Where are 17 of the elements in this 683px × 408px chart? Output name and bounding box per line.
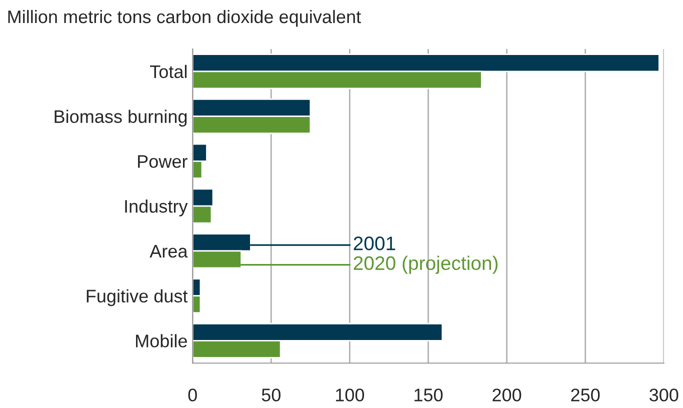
y-tick-label: Biomass burning: [54, 110, 187, 127]
x-tick-label: 150: [414, 388, 443, 402]
y-tick-label: Total: [150, 64, 187, 78]
x-tick-label: 200: [492, 388, 522, 402]
y-tick-label: Fugitive dust: [86, 289, 188, 306]
chart-title: Million metric tons carbon dioxide equivalent: [8, 10, 361, 27]
x-tick-label: 100: [336, 388, 364, 402]
y-tick-label: Mobile: [136, 334, 187, 348]
x-tick-label: 250: [571, 388, 600, 402]
y-tick-label: Area: [150, 245, 188, 258]
x-tick-label: 300: [650, 388, 678, 402]
x-tick-label: 50: [262, 388, 280, 402]
y-tick-label: Industry: [125, 200, 188, 216]
text: 2020 (projection): [354, 256, 498, 274]
text: 2001: [354, 236, 396, 250]
x-tick-label: 0: [188, 388, 197, 402]
y-tick-label: Power: [138, 155, 188, 168]
